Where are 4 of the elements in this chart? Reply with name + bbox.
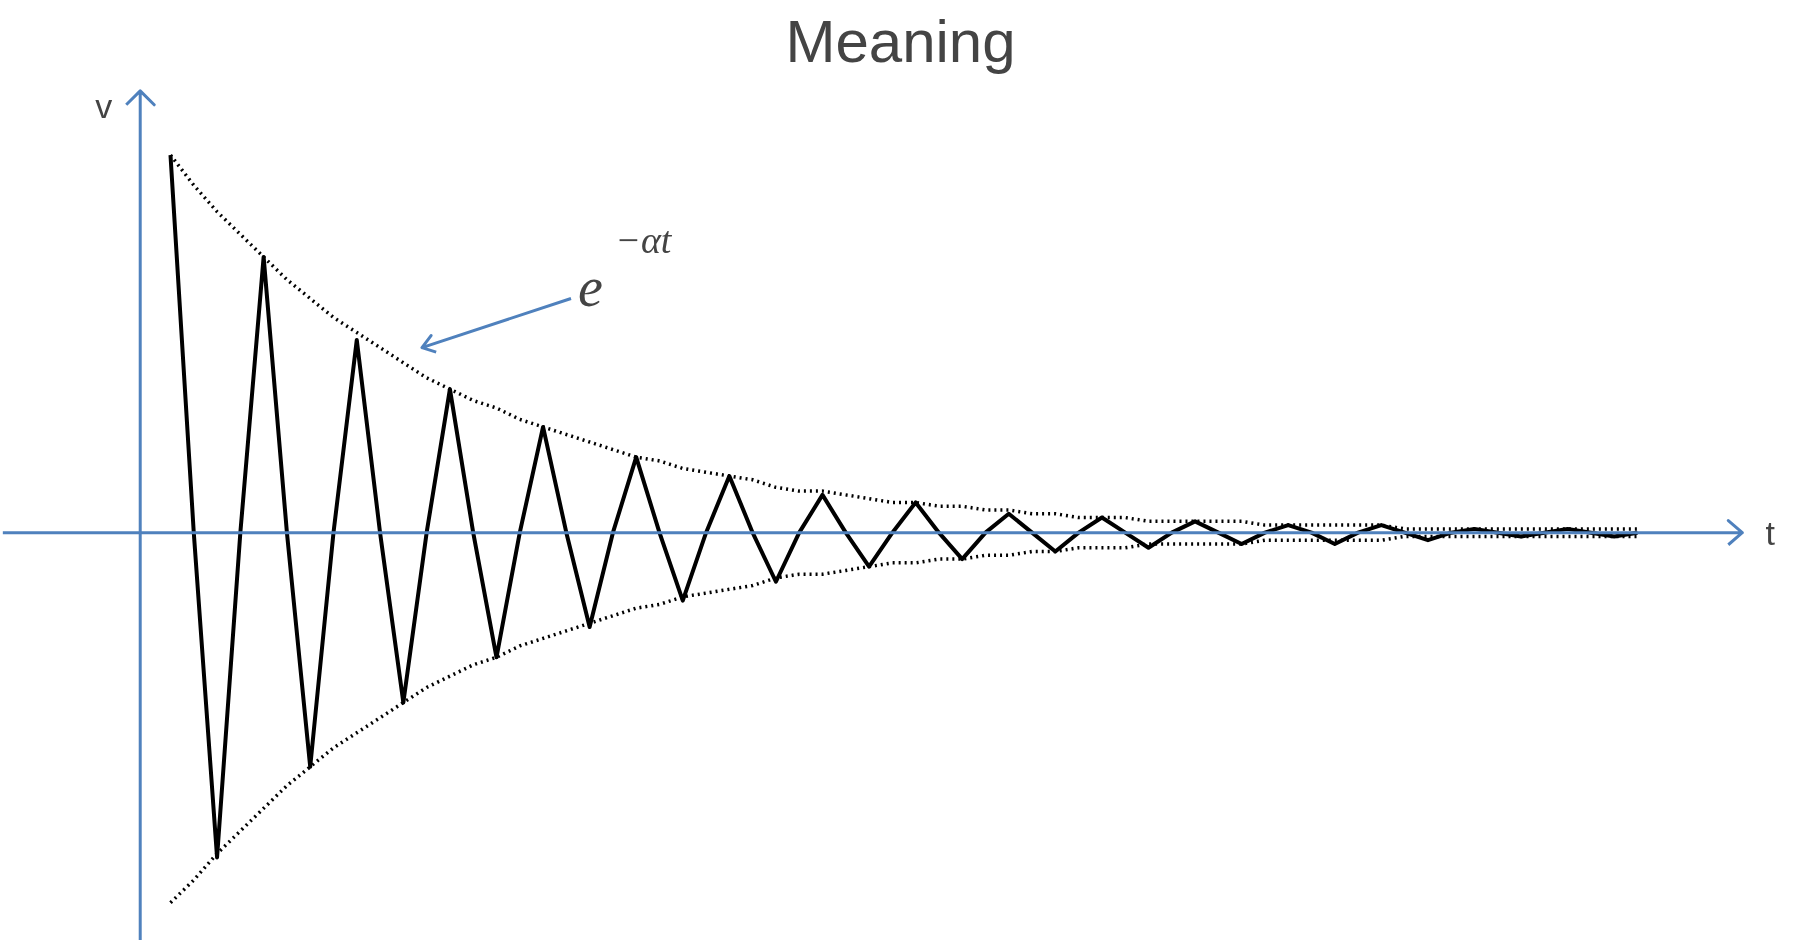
y-axis-title: v [95, 87, 113, 126]
annotation: e−αt [577, 218, 673, 319]
x-axis-title: t [1765, 513, 1776, 552]
chart-title: Meaning [785, 7, 1016, 75]
